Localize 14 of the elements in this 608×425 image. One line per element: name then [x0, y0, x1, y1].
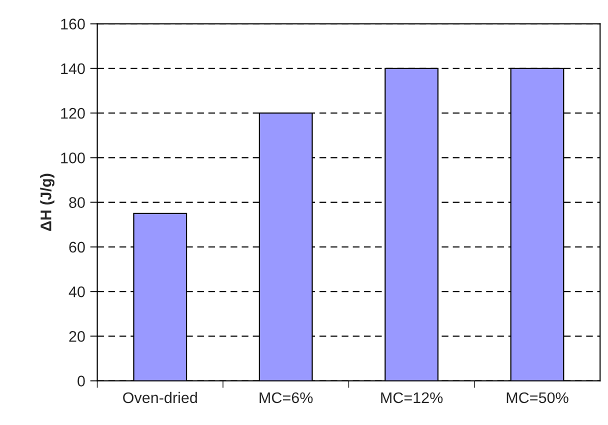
y-tick-label: 60: [69, 242, 85, 253]
y-tick-label: 0: [78, 376, 85, 386]
y-tick-label: 20: [69, 331, 85, 342]
y-tick-label: 140: [61, 63, 85, 74]
y-tick-label: 120: [61, 108, 85, 119]
y-tick-label: 100: [61, 152, 85, 164]
y-axis-title: ΔH (J/g): [40, 174, 54, 231]
x-tick-label: MC=12%: [381, 392, 443, 404]
x-tick-label: Oven-dried: [123, 392, 197, 404]
y-tick-label: 160: [61, 18, 85, 30]
x-tick-label: MC=6%: [260, 392, 313, 404]
y-tick-label: 40: [68, 286, 85, 298]
x-tick-label: MC=50%: [506, 392, 568, 404]
y-tick-label: 80: [69, 197, 85, 208]
